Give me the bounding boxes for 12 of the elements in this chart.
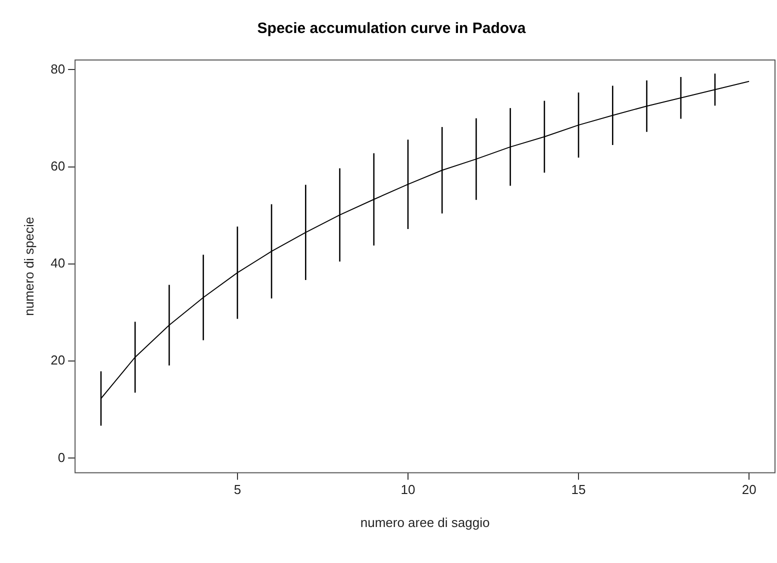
y-tick-label: 60 <box>50 158 66 174</box>
y-axis-title: numero di specie <box>21 216 36 316</box>
y-tick-label: 40 <box>50 256 66 271</box>
y-tick-label: 80 <box>50 61 66 76</box>
x-tick-label: 5 <box>234 482 242 498</box>
x-tick-label: 15 <box>571 482 586 498</box>
x-tick-label: 20 <box>742 482 756 498</box>
y-tick-label: 20 <box>50 352 66 368</box>
chart-title: Specie accumulation curve in Padova <box>257 20 526 38</box>
x-tick-label: 10 <box>400 482 416 498</box>
x-axis-title: numero aree di saggio <box>360 514 490 530</box>
y-tick-label: 0 <box>58 450 66 465</box>
